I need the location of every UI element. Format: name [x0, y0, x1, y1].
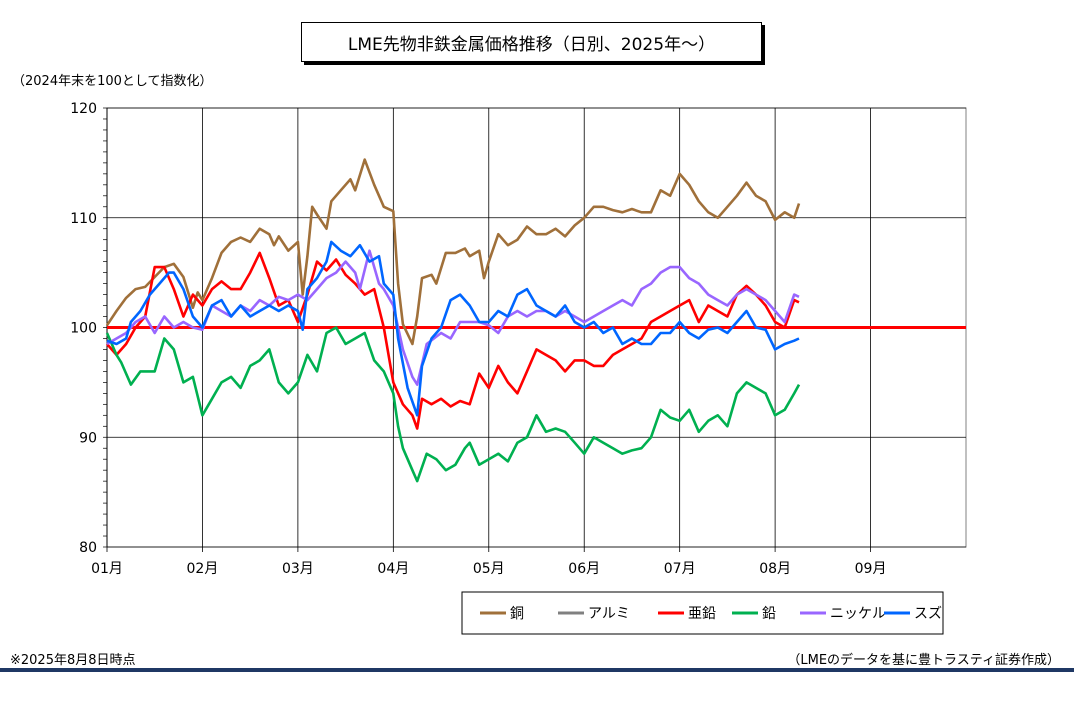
series-line-5 — [106, 240, 800, 417]
series-layer — [105, 158, 801, 483]
chart-title: LME先物非鉄金属価格推移（日別、2025年～） — [301, 22, 762, 62]
legend-label-5: スズ — [914, 606, 942, 622]
legend-label-3: 鉛 — [762, 606, 776, 622]
series-line-0 — [105, 158, 801, 346]
series-line-4 — [106, 249, 800, 386]
footnote: ※2025年8月8日時点 — [10, 653, 136, 668]
x-tick-label: 09月 — [855, 561, 887, 577]
x-tick-label: 04月 — [377, 561, 409, 577]
legend-box — [461, 591, 944, 635]
axes: 80 90 100 110 120 01月 02月 03月 04月 05月 06月 07月 08月 09月 — [70, 101, 886, 577]
legend-label-2: 亜鉛 — [688, 606, 716, 622]
footer-bar — [0, 668, 1074, 672]
x-tick-label: 08月 — [759, 561, 791, 577]
unit-note: （2024年末を100として指数化） — [12, 74, 213, 89]
x-tick-label: 02月 — [187, 561, 219, 577]
y-tick-label: 90 — [79, 430, 97, 446]
series-line-3 — [105, 326, 801, 483]
legend-label-0: 銅 — [510, 606, 524, 622]
y-tick-label: 110 — [70, 211, 97, 227]
x-tick-label: 06月 — [568, 561, 600, 577]
legend-label-4: ニッケル — [830, 606, 886, 622]
series-line-2 — [106, 251, 800, 430]
x-tick-label: 05月 — [473, 561, 505, 577]
y-tick-label: 80 — [79, 540, 97, 556]
legend: 銅 アルミ 亜鉛 鉛 ニッケル スズ — [461, 591, 944, 635]
y-tick-label: 100 — [70, 321, 97, 337]
x-tick-label: 01月 — [91, 561, 123, 577]
y-tick-label: 120 — [70, 101, 97, 117]
chart-title-text: LME先物非鉄金属価格推移（日別、2025年～） — [347, 34, 716, 55]
x-tick-label: 03月 — [282, 561, 314, 577]
x-tick-label: 07月 — [664, 561, 696, 577]
source-note: （LMEのデータを基に豊トラスティ証券作成） — [787, 653, 1060, 668]
legend-label-1: アルミ — [588, 606, 630, 622]
